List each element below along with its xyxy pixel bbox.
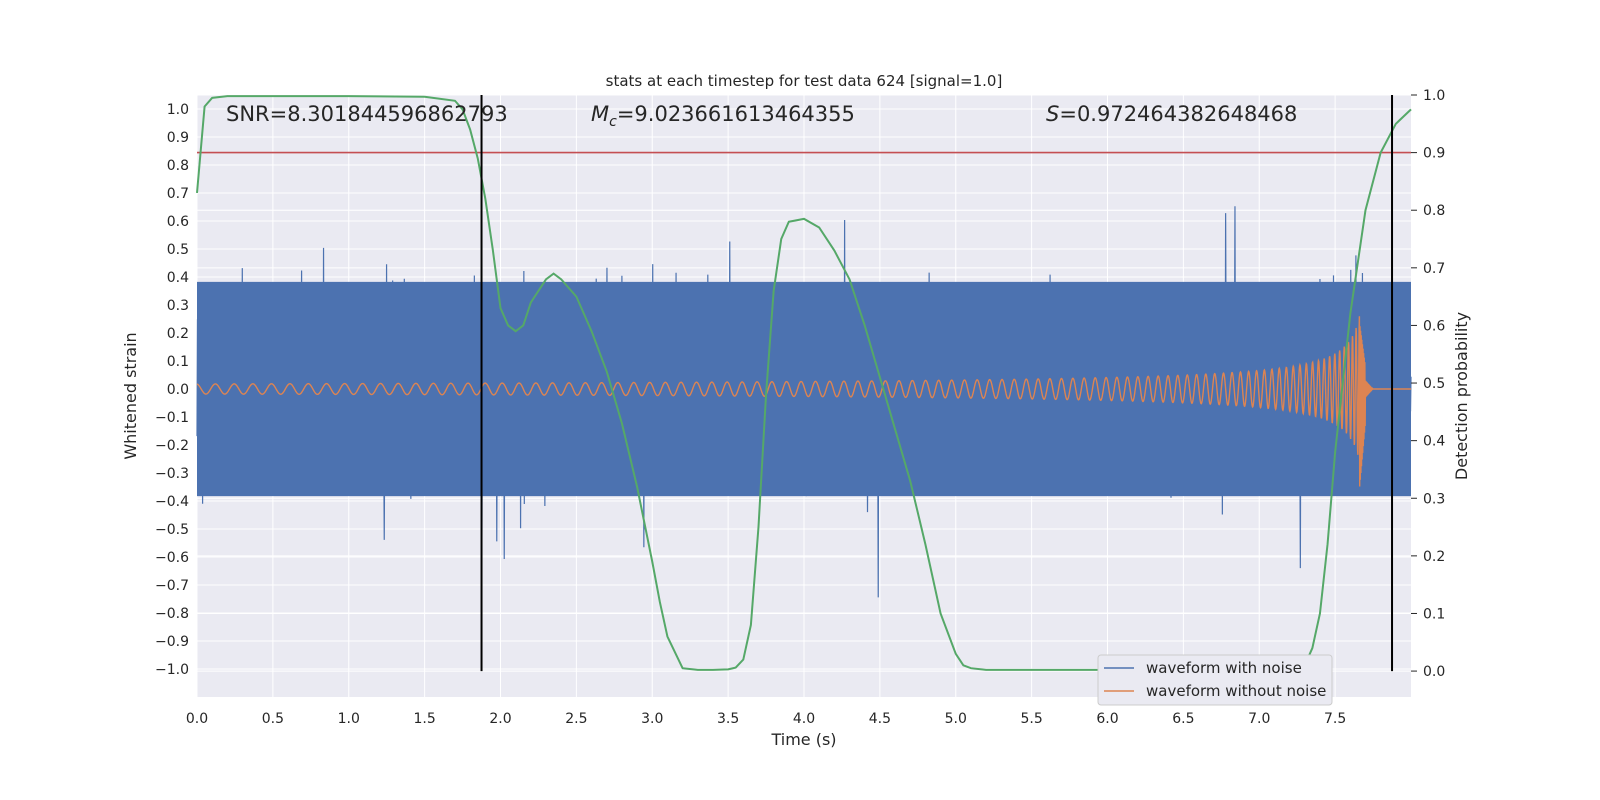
y-tick-label: 0.7 <box>167 186 189 202</box>
y2-tick-label: 0.8 <box>1423 203 1445 219</box>
clean-waveform-line <box>196 316 1411 487</box>
y2-axis-label: Detection probability <box>1452 312 1471 480</box>
chirp-mass-value: =9.023661613464355 <box>617 102 855 126</box>
y-tick-label: 0.4 <box>167 270 189 286</box>
x-tick-label: 1.0 <box>338 711 360 727</box>
y-tick-label: −0.3 <box>155 466 189 482</box>
y2-tick-label: 0.3 <box>1423 491 1445 507</box>
y2-tick-label: 0.9 <box>1423 146 1445 162</box>
legend-label-clean: waveform without noise <box>1146 682 1326 700</box>
x-axis-label: Time (s) <box>770 730 836 749</box>
y-tick-label: 1.0 <box>167 102 189 118</box>
x-tick-label: 2.0 <box>489 711 511 727</box>
y-tick-label: 0.2 <box>167 326 189 342</box>
y-tick-label: −0.6 <box>155 550 189 566</box>
chirp-mass-symbol: M <box>591 102 609 126</box>
x-tick-label: 2.5 <box>565 711 587 727</box>
x-tick-label: 6.5 <box>1172 711 1194 727</box>
x-tick-label: 7.5 <box>1324 711 1346 727</box>
y-tick-label: −0.5 <box>155 522 189 538</box>
y2-tick-label: 0.2 <box>1423 549 1445 565</box>
chirp-mass-subscript: c <box>609 114 617 130</box>
x-tick-label: 1.5 <box>413 711 435 727</box>
chirp-mass-annotation: Mc=9.023661613464355 <box>591 102 855 130</box>
x-tick-label: 0.0 <box>186 711 208 727</box>
legend-box <box>1097 654 1333 706</box>
x-tick-label: 7.0 <box>1248 711 1270 727</box>
x-tick-label: 5.5 <box>1020 711 1042 727</box>
x-tick-label: 3.0 <box>641 711 663 727</box>
x-tick-label: 4.5 <box>869 711 891 727</box>
x-tick-label: 4.0 <box>793 711 815 727</box>
y-tick-label: 0.8 <box>167 158 189 174</box>
y2-tick-label: 0.1 <box>1423 606 1445 622</box>
s-symbol: S <box>1046 102 1059 126</box>
y-tick-label: −0.1 <box>155 410 189 426</box>
legend: waveform with noise waveform without noi… <box>1097 654 1333 706</box>
y-axis-label: Whitened strain <box>121 332 140 459</box>
x-tick-label: 0.5 <box>262 711 284 727</box>
y-tick-label: 0.5 <box>167 242 189 258</box>
s-annotation: S=0.972464382648468 <box>1046 102 1297 126</box>
legend-label-noise: waveform with noise <box>1146 659 1302 677</box>
y2-tick-label: 0.7 <box>1423 261 1445 277</box>
y-tick-label: −0.9 <box>155 634 189 650</box>
y-tick-label: −0.4 <box>155 494 189 510</box>
y-tick-label: 0.0 <box>167 382 189 398</box>
s-value: =0.972464382648468 <box>1059 102 1297 126</box>
x-tick-label: 6.0 <box>1096 711 1118 727</box>
y2-tick-label: 0.6 <box>1423 318 1445 334</box>
y-tick-label: 0.1 <box>167 354 189 370</box>
y-tick-label: −0.8 <box>155 606 189 622</box>
y-tick-label: −1.0 <box>155 662 189 678</box>
y2-tick-label: 0.0 <box>1423 664 1445 680</box>
chart-title: stats at each timestep for test data 624… <box>606 72 1003 90</box>
y-tick-label: −0.7 <box>155 578 189 594</box>
y-tick-label: 0.3 <box>167 298 189 314</box>
y-tick-label: 0.6 <box>167 214 189 230</box>
y2-tick-label: 0.4 <box>1423 434 1445 450</box>
ticks-layer: 0.0 0.5 1.0 1.5 2.0 2.5 3.0 3.5 4.0 4.5 5.0 5.5 6.0 6… <box>155 88 1445 727</box>
noise-waveform-core <box>197 281 1411 497</box>
y-tick-label: 0.9 <box>167 130 189 146</box>
x-tick-label: 3.5 <box>717 711 739 727</box>
snr-annotation: SNR=8.301844596862793 <box>226 102 508 126</box>
y-tick-label: −0.2 <box>155 438 189 454</box>
x-tick-label: 5.0 <box>945 711 967 727</box>
y2-tick-label: 1.0 <box>1423 88 1445 104</box>
y2-tick-label: 0.5 <box>1423 376 1445 392</box>
